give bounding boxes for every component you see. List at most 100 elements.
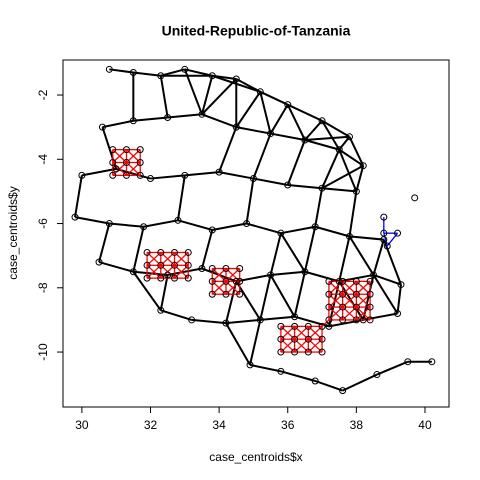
point (184, 274, 192, 282)
point (184, 261, 192, 269)
point (366, 303, 374, 311)
link (159, 274, 169, 311)
point (277, 348, 285, 356)
point (222, 265, 230, 273)
point (232, 75, 240, 83)
point (188, 316, 196, 324)
point (215, 168, 223, 176)
link (280, 225, 316, 235)
link (252, 133, 272, 179)
link (218, 171, 254, 180)
point (352, 290, 360, 298)
point (359, 162, 367, 170)
point (143, 261, 151, 269)
link (132, 271, 162, 311)
y-tick-label: -2 (36, 89, 50, 100)
point (140, 223, 148, 231)
link (212, 222, 247, 231)
point (345, 232, 353, 240)
link (304, 120, 323, 141)
x-tick-label: 30 (75, 418, 89, 432)
link (372, 239, 385, 276)
point (352, 277, 360, 285)
point (311, 223, 319, 231)
point (136, 158, 144, 166)
point (318, 348, 326, 356)
link (133, 270, 168, 276)
link (321, 119, 351, 138)
point (232, 277, 240, 285)
link (304, 135, 350, 142)
point (122, 146, 130, 154)
point (236, 265, 244, 273)
point (383, 242, 391, 250)
point (267, 130, 275, 138)
point (174, 216, 182, 224)
point (171, 274, 179, 282)
link (338, 148, 364, 167)
link (396, 284, 402, 314)
link (260, 315, 295, 321)
point (95, 258, 103, 266)
point (157, 72, 165, 80)
link (314, 188, 324, 227)
point (249, 175, 257, 183)
link (235, 78, 261, 93)
point (352, 187, 360, 195)
point (181, 65, 189, 73)
point (284, 181, 292, 189)
point (236, 277, 244, 285)
point (105, 65, 113, 73)
link (287, 103, 323, 122)
point (380, 213, 388, 221)
point (232, 123, 240, 131)
point (112, 165, 120, 173)
link (321, 319, 330, 327)
y-tick-label: -10 (36, 343, 50, 361)
point (184, 248, 192, 256)
point (318, 184, 326, 192)
link (304, 139, 340, 151)
link (303, 226, 317, 272)
point (325, 316, 333, 324)
point (335, 277, 343, 285)
link (348, 136, 365, 167)
link (236, 126, 271, 135)
point (380, 229, 388, 237)
point (404, 358, 412, 366)
link (200, 75, 214, 115)
link (176, 175, 186, 221)
plot-frame (62, 59, 450, 408)
point (129, 69, 137, 77)
point (277, 335, 285, 343)
point (304, 348, 312, 356)
point (311, 377, 319, 385)
link (382, 239, 402, 285)
point (366, 277, 374, 285)
point (78, 171, 86, 179)
link (259, 90, 289, 106)
point (143, 248, 151, 256)
point (105, 220, 113, 228)
link (98, 261, 134, 273)
link (98, 223, 111, 263)
link (314, 380, 343, 392)
point (222, 277, 230, 285)
point (325, 303, 333, 311)
link (355, 165, 365, 192)
link (328, 318, 364, 328)
point (171, 248, 179, 256)
point (291, 348, 299, 356)
point (352, 303, 360, 311)
point (208, 265, 216, 273)
y-tick-label: -6 (36, 218, 50, 229)
link (249, 363, 282, 373)
point (243, 220, 251, 228)
point (157, 274, 165, 282)
point (146, 175, 154, 183)
link (348, 235, 375, 276)
link (159, 75, 169, 118)
point (291, 313, 299, 321)
link (293, 271, 306, 317)
